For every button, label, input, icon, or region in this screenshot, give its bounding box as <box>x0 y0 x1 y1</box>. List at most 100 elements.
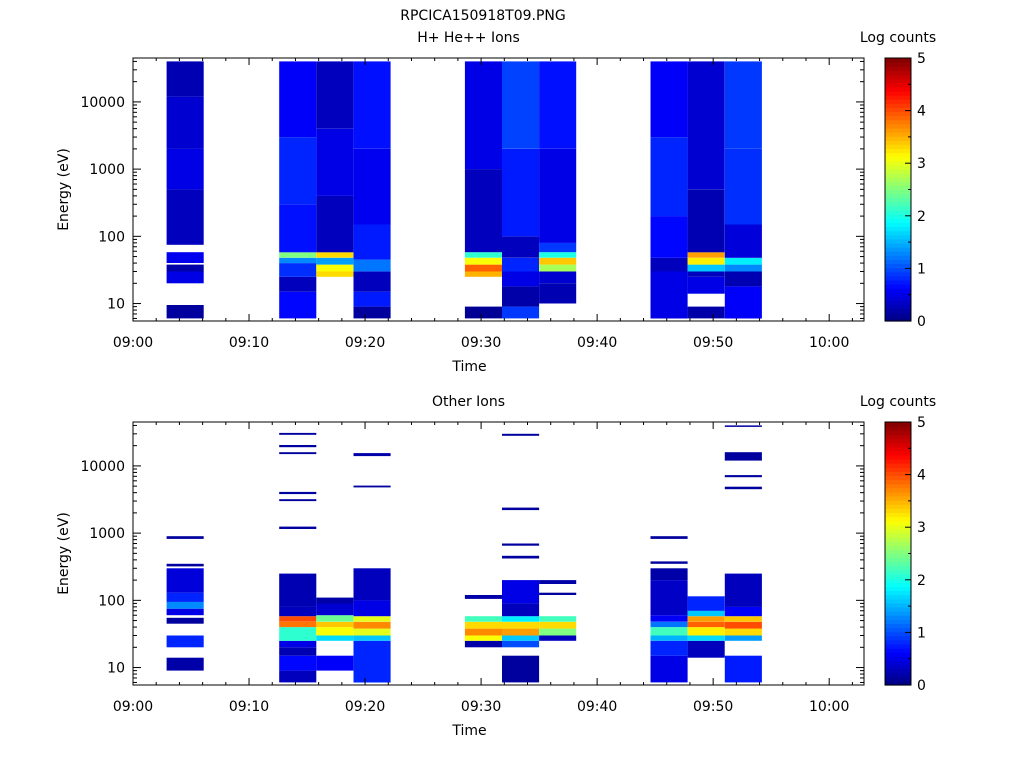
heatmap-cell <box>353 616 391 622</box>
x-tick-label: 09:30 <box>461 335 501 351</box>
colorbar-segment <box>885 152 911 158</box>
colorbar-segment <box>885 483 911 489</box>
colorbar-segment <box>885 189 911 195</box>
colorbar-segment <box>885 279 911 285</box>
colorbar-segment <box>885 623 911 629</box>
colorbar-segment <box>885 242 911 248</box>
heatmap-cell <box>502 257 540 272</box>
colorbar-segment <box>885 422 911 427</box>
colorbar-segment <box>885 569 911 575</box>
colorbar-segment <box>885 70 911 76</box>
heatmap-cell <box>502 621 540 629</box>
colorbar-segment <box>885 467 911 472</box>
colorbar-segment <box>885 210 911 215</box>
heatmap-cell <box>279 291 317 319</box>
heatmap-cell <box>464 61 502 170</box>
heatmap-cell <box>166 305 204 319</box>
colorbar-segment <box>885 602 911 608</box>
colorbar-tick-label: 2 <box>917 209 926 225</box>
colorbar-segment <box>885 123 911 129</box>
colorbar-segment <box>885 635 911 641</box>
colorbar-segment <box>885 156 911 162</box>
heatmap-cell <box>279 647 317 656</box>
heatmap-cell <box>464 635 502 641</box>
colorbar-segment <box>885 168 911 174</box>
heatmap-cells <box>166 61 762 319</box>
heatmap-cell <box>279 606 317 617</box>
colorbar-segment <box>885 304 911 310</box>
heatmap-cell <box>502 61 540 149</box>
colorbar-segment <box>885 144 911 150</box>
y-tick-label: 100 <box>98 593 125 609</box>
heatmap-cell <box>166 601 204 609</box>
colorbar-segment <box>885 615 911 620</box>
colorbar-segment <box>885 450 911 456</box>
heatmap-cell <box>687 635 725 641</box>
colorbar-segment <box>885 648 911 653</box>
x-tick-label: 09:50 <box>693 335 733 351</box>
x-tick-label: 09:10 <box>229 335 269 351</box>
heatmap-cell <box>353 61 391 149</box>
heatmap-cell <box>502 635 540 641</box>
colorbar-tick-label: 3 <box>917 520 926 536</box>
heatmap-cell <box>279 655 317 671</box>
colorbar-segment <box>885 438 911 444</box>
heatmap-cell <box>353 306 391 319</box>
heatmap-cell <box>539 252 577 258</box>
colorbar-segment <box>885 222 911 228</box>
heatmap-cell <box>316 635 354 641</box>
heatmap-cell <box>166 536 204 539</box>
colorbar-tick-label: 1 <box>917 261 926 277</box>
colorbar-segment <box>885 594 911 600</box>
heatmap-cell <box>464 257 502 265</box>
colorbar-tick-label: 4 <box>917 104 926 120</box>
heatmap-cell <box>502 655 540 683</box>
heatmap-cell <box>316 257 354 265</box>
heatmap-cell <box>539 271 577 284</box>
heatmap-cell <box>687 271 725 277</box>
colorbar-segment <box>885 267 911 273</box>
heatmap-cell <box>353 628 391 636</box>
colorbar-segment <box>885 549 911 555</box>
heatmap-cell <box>353 224 391 260</box>
colorbar-segment <box>885 185 911 191</box>
heatmap-cell <box>464 306 502 319</box>
heatmap-cell <box>650 621 688 628</box>
colorbar-segment <box>885 656 911 661</box>
colorbar-segment <box>885 78 911 84</box>
heatmap-cell <box>279 263 317 277</box>
heatmap-cell <box>724 264 762 272</box>
colorbar-segment <box>885 532 911 538</box>
heatmap-cell <box>166 61 204 97</box>
colorbar-segment <box>885 177 911 182</box>
colorbar-tick-label: 0 <box>917 314 926 330</box>
colorbar-segment <box>885 58 911 63</box>
heatmap-cell <box>650 627 688 636</box>
heatmap-cell <box>464 621 502 629</box>
heatmap-cell <box>353 621 391 629</box>
colorbar-segment <box>885 193 911 199</box>
heatmap-cell <box>650 580 688 616</box>
colorbar-segment <box>885 201 911 207</box>
colorbar-segment <box>885 86 911 92</box>
x-tick-label: 09:20 <box>345 699 385 715</box>
heatmap-cell <box>464 628 502 636</box>
heatmap-cell <box>687 621 725 628</box>
colorbar-tick-label: 1 <box>917 625 926 641</box>
heatmap-cell <box>316 128 354 196</box>
heatmap-cell <box>316 61 354 129</box>
colorbar-segment <box>885 62 911 67</box>
heatmap-cell <box>687 252 725 258</box>
colorbar-segment <box>885 574 911 579</box>
colorbar-segment <box>885 611 911 616</box>
colorbar-tick-label: 5 <box>917 51 926 67</box>
colorbar-segment <box>885 660 911 666</box>
y-tick-label: 1000 <box>89 526 125 542</box>
colorbar-segment <box>885 82 911 88</box>
colorbar-segment <box>885 197 911 203</box>
heatmap-cell <box>539 257 577 265</box>
colorbar-tick-label: 2 <box>917 573 926 589</box>
heatmap-cell <box>166 252 204 263</box>
heatmap-cell <box>539 628 577 636</box>
heatmap-cell <box>279 276 317 292</box>
